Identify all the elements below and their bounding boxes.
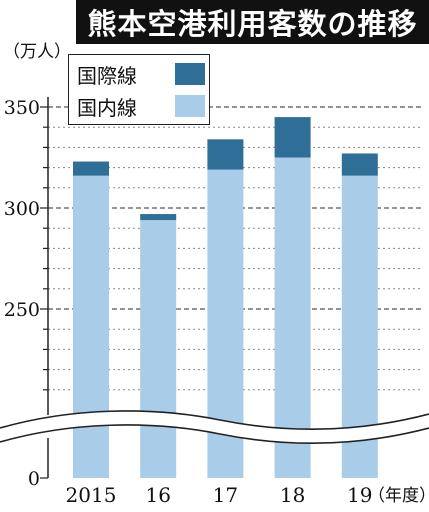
bar-international-16 [140, 214, 177, 221]
legend-swatch-international [175, 63, 205, 85]
title-bar: 熊本空港利用客数の推移 [76, 0, 429, 44]
y-tick-label-0: 0 [28, 468, 40, 490]
legend-swatch-domestic [175, 95, 205, 117]
legend-item-domestic: 国内線 [77, 90, 205, 122]
axis-break-band [0, 410, 429, 444]
x-tick-label-16: 16 [145, 483, 170, 507]
legend-label-international: 国際線 [77, 63, 137, 88]
y-tick-label-300: 300 [4, 198, 40, 220]
bar-domestic-2015 [73, 175, 109, 478]
bar-international-19 [341, 153, 378, 176]
legend-label-domestic: 国内線 [77, 95, 137, 120]
y-tick-label-350: 350 [4, 97, 40, 119]
x-tick-label-2015: 2015 [66, 483, 117, 507]
bar-domestic-16 [140, 220, 177, 478]
bar-international-2015 [73, 161, 109, 176]
legend-item-international: 国際線 [77, 58, 205, 90]
legend: 国際線 国内線 [68, 54, 210, 125]
x-tick-label-19: 19 [347, 483, 372, 507]
x-tick-label-17: 17 [213, 483, 238, 507]
bar-international-18 [274, 117, 311, 158]
y-tick-label-250: 250 [4, 299, 40, 321]
axis-break-line-bottom [0, 424, 429, 444]
x-tick-label-18: 18 [280, 483, 305, 507]
chart-title: 熊本空港利用客数の推移 [87, 7, 418, 41]
axis-break-line-top [0, 410, 429, 430]
x-axis-unit: （年度） [368, 486, 429, 506]
bar-domestic-18 [274, 157, 311, 478]
bar-international-17 [207, 139, 244, 170]
y-axis-unit: （万人） [3, 42, 71, 62]
